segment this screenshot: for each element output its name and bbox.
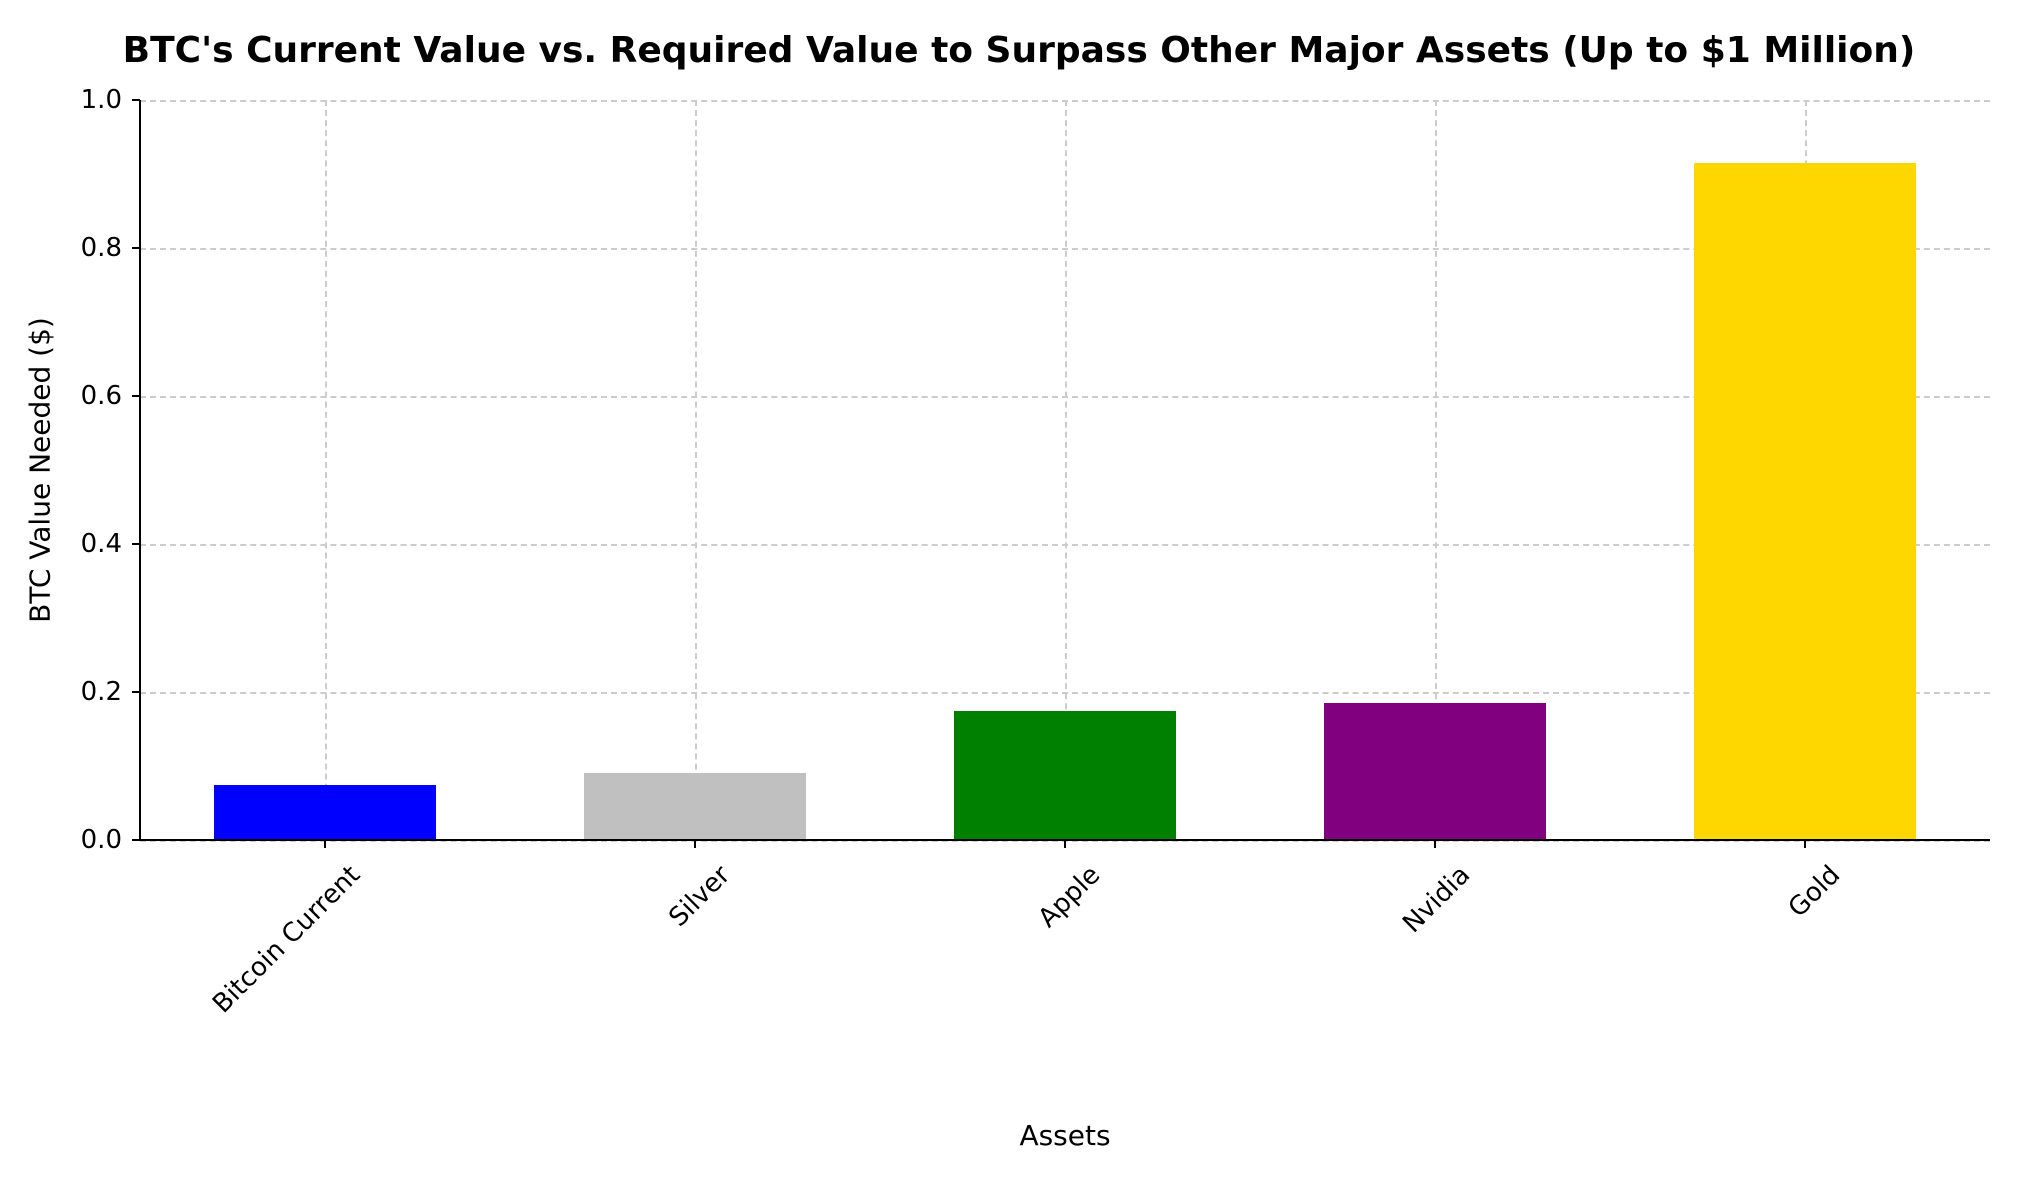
y-tick-label: 0.4 [0,529,122,559]
y-tick-mark [132,395,140,397]
x-tick-mark [1804,840,1806,848]
chart-container: BTC's Current Value vs. Required Value t… [0,0,2038,1179]
y-tick-mark [132,99,140,101]
gridline-vertical [325,100,327,840]
y-tick-label: 0.6 [0,381,122,411]
gridline-vertical [695,100,697,840]
x-tick-mark [694,840,696,848]
y-tick-label: 0.8 [0,233,122,263]
x-axis-label: Assets [140,1119,1990,1152]
x-tick-mark [1064,840,1066,848]
y-tick-mark [132,839,140,841]
chart-title: BTC's Current Value vs. Required Value t… [0,30,2038,71]
plot-area [140,100,1990,840]
y-tick-label: 1.0 [0,85,122,115]
bar [214,785,436,841]
bar [584,773,806,840]
x-tick-mark [1434,840,1436,848]
bar [1694,163,1916,840]
y-axis-line [139,100,141,840]
bar [1324,703,1546,840]
y-tick-mark [132,691,140,693]
y-tick-mark [132,543,140,545]
y-tick-label: 0.0 [0,825,122,855]
bar [954,711,1176,841]
y-tick-mark [132,247,140,249]
x-tick-mark [324,840,326,848]
y-tick-label: 0.2 [0,677,122,707]
